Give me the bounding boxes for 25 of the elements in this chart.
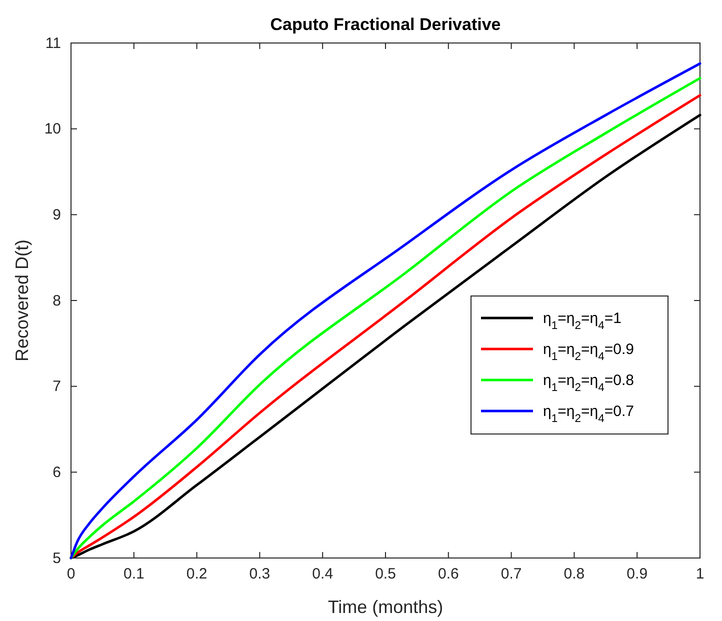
x-tick-label: 0.8 — [564, 566, 585, 583]
x-tick-label: 0.5 — [375, 566, 396, 583]
x-tick-label: 0.2 — [186, 566, 208, 583]
y-tick-label: 5 — [52, 550, 61, 567]
x-tick-label: 0.9 — [626, 566, 648, 583]
y-tick-label: 10 — [44, 120, 61, 138]
x-axis-title: Time (months) — [328, 597, 444, 617]
y-tick-label: 9 — [52, 206, 61, 224]
x-tick-label: 0 — [66, 566, 76, 583]
y-tick-label: 6 — [52, 464, 61, 481]
legend-label: η$_{1}$=η$_{2}$=η$_{4}$=0.7 — [543, 403, 634, 425]
legend-label: η$_{1}$=η$_{2}$=η$_{4}$=0.8 — [543, 372, 634, 394]
x-tick-label: 0.6 — [438, 566, 459, 583]
x-tick-label: 0.7 — [500, 566, 522, 583]
y-tick-label: 11 — [45, 34, 61, 52]
x-tick-label: 0.3 — [249, 566, 270, 583]
chart-title: Caputo Fractional Derivative — [270, 15, 501, 34]
legend-label: η$_{1}$=η$_{2}$=η$_{4}$=1 — [543, 310, 622, 332]
y-tick-label: 8 — [52, 292, 61, 310]
x-tick-label: 1 — [696, 566, 704, 583]
y-tick-label: 7 — [52, 378, 61, 396]
y-axis-title: Recovered D(t) — [12, 239, 32, 362]
x-tick-label: 0.1 — [123, 566, 144, 583]
legend-label: η$_{1}$=η$_{2}$=η$_{4}$=0.9 — [543, 341, 634, 363]
x-tick-label: 0.4 — [312, 566, 334, 583]
